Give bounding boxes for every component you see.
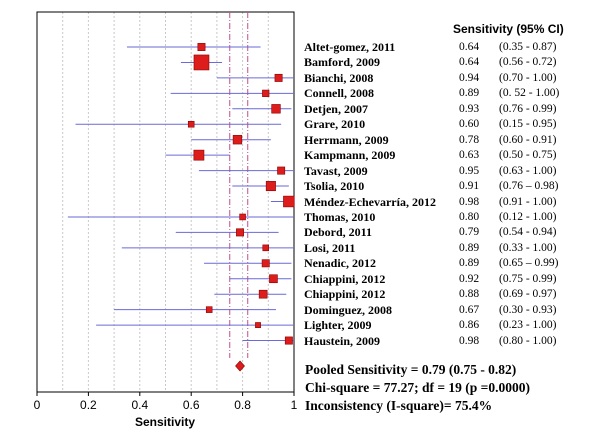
study-marker bbox=[232, 135, 243, 145]
study-sensitivity: 0.89 bbox=[459, 257, 480, 270]
study-name: Thomas, 2010 bbox=[304, 209, 376, 224]
study-marker bbox=[284, 336, 293, 345]
study-ci: (0.76 - 0.99) bbox=[499, 102, 557, 115]
study-name: Lighter, 2009 bbox=[304, 318, 372, 333]
study-ci: (0.75 - 0.99) bbox=[499, 272, 557, 285]
study-marker bbox=[193, 149, 205, 161]
study-ci: (0. 52 - 1.00) bbox=[499, 87, 560, 100]
study-name: Chiappini, 2012 bbox=[304, 287, 386, 302]
study-marker bbox=[197, 43, 206, 51]
study-ci: (0.60 - 0.91) bbox=[499, 133, 557, 146]
study-sensitivity: 0.93 bbox=[459, 102, 480, 115]
column-header: Sensitivity (95% CI) bbox=[453, 22, 564, 36]
study-name: Dominguez, 2008 bbox=[304, 302, 392, 317]
study-sensitivity: 0.64 bbox=[459, 56, 480, 69]
study-sensitivity: 0.98 bbox=[459, 334, 480, 347]
study-name: Grare, 2010 bbox=[304, 117, 366, 132]
x-tick-label: 0.6 bbox=[182, 398, 200, 412]
study-sensitivity: 0.94 bbox=[459, 71, 480, 84]
study-sensitivity: 0.60 bbox=[459, 118, 480, 131]
study-marker bbox=[236, 228, 244, 237]
x-tick-label: 0.8 bbox=[234, 398, 251, 412]
study-ci: (0.15 - 0.95) bbox=[499, 118, 557, 131]
study-ci: (0.76 – 0.98) bbox=[499, 180, 559, 193]
study-ci: (0.33 - 1.00) bbox=[499, 241, 557, 254]
study-marker bbox=[262, 244, 269, 252]
study-marker bbox=[239, 213, 246, 221]
chi-square-text: Chi-square = 77.27; df = 19 (p =0.0000) bbox=[305, 380, 530, 395]
study-ci: (0.80 - 1.00) bbox=[499, 334, 557, 347]
x-tick-label: 1 bbox=[290, 398, 298, 412]
study-sensitivity: 0.89 bbox=[459, 241, 480, 254]
study-ci: (0.65 – 0.99) bbox=[499, 257, 559, 270]
study-name: Debord, 2011 bbox=[304, 225, 373, 240]
study-ci: (0.91 - 1.00) bbox=[499, 195, 557, 208]
x-tick-label: 0.2 bbox=[80, 398, 97, 412]
study-ci: (0.50 - 0.75) bbox=[499, 149, 557, 162]
study-ci: (0.35 - 0.87) bbox=[499, 41, 557, 53]
study-sensitivity: 0.78 bbox=[459, 133, 480, 146]
study-ci: (0.70 - 1.00) bbox=[499, 71, 557, 84]
study-sensitivity: 0.88 bbox=[459, 288, 480, 301]
x-tick-label: 0.4 bbox=[131, 398, 149, 412]
study-marker bbox=[205, 306, 213, 313]
study-sensitivity: 0.95 bbox=[459, 164, 480, 177]
study-ci: (0.12 - 1.00) bbox=[499, 210, 557, 223]
study-marker bbox=[271, 104, 281, 114]
study-sensitivity: 0.89 bbox=[459, 87, 480, 100]
study-name: Herrmann, 2009 bbox=[304, 132, 389, 147]
study-marker bbox=[258, 289, 268, 299]
pooled-sensitivity-text: Pooled Sensitivity = 0.79 (0.75 - 0.82) bbox=[305, 362, 517, 377]
study-marker bbox=[262, 89, 270, 97]
study-sensitivity: 0.91 bbox=[459, 180, 480, 193]
x-axis-label: Sensitivity bbox=[134, 415, 196, 429]
study-ci: (0.56 - 0.72) bbox=[499, 56, 557, 69]
study-marker bbox=[193, 54, 210, 71]
study-marker bbox=[255, 322, 261, 328]
study-sensitivity: 0.98 bbox=[459, 195, 480, 208]
study-marker bbox=[274, 73, 283, 82]
study-name: Losi, 2011 bbox=[304, 240, 356, 255]
pooled-diamond bbox=[235, 360, 245, 372]
study-name: Tavast, 2009 bbox=[304, 163, 368, 178]
study-sensitivity: 0.79 bbox=[459, 226, 480, 239]
study-name: Nenadic, 2012 bbox=[304, 256, 376, 271]
study-name: Connell, 2008 bbox=[304, 86, 375, 101]
study-name: Detjen, 2007 bbox=[304, 101, 368, 116]
study-name: Haustein, 2009 bbox=[304, 333, 381, 348]
study-name: Bianchi, 2008 bbox=[304, 70, 374, 85]
study-marker bbox=[277, 166, 286, 175]
study-marker bbox=[261, 259, 270, 268]
study-ci: (0.23 - 1.00) bbox=[499, 319, 557, 332]
study-ci: (0.69 - 0.97) bbox=[499, 288, 557, 301]
study-ci: (0.63 - 1.00) bbox=[499, 164, 557, 177]
study-name: Chiappini, 2012 bbox=[304, 271, 386, 286]
study-sensitivity: 0.92 bbox=[459, 272, 480, 285]
study-sensitivity: 0.67 bbox=[459, 303, 480, 316]
study-ci: (0.30 - 0.93) bbox=[499, 303, 557, 316]
study-name: Bamford, 2009 bbox=[304, 55, 380, 70]
study-name: Tsolia, 2010 bbox=[304, 179, 365, 194]
study-ci: (0.54 - 0.94) bbox=[499, 226, 557, 239]
study-marker bbox=[283, 195, 295, 208]
study-marker bbox=[265, 181, 276, 192]
study-sensitivity: 0.80 bbox=[459, 210, 480, 223]
study-sensitivity: 0.86 bbox=[459, 319, 480, 332]
study-marker bbox=[187, 121, 195, 128]
inconsistency-text: Inconsistency (I-square)= 75.4% bbox=[305, 398, 493, 413]
study-name: Kampmann, 2009 bbox=[304, 148, 396, 163]
study-sensitivity: 0.64 bbox=[459, 41, 480, 53]
x-tick-label: 0 bbox=[33, 398, 41, 412]
study-name: Méndez-Echevarría, 2012 bbox=[304, 194, 436, 209]
study-sensitivity: 0.63 bbox=[459, 149, 480, 162]
study-name: Altet-gomez, 2011 bbox=[304, 40, 396, 54]
study-marker bbox=[269, 274, 278, 284]
